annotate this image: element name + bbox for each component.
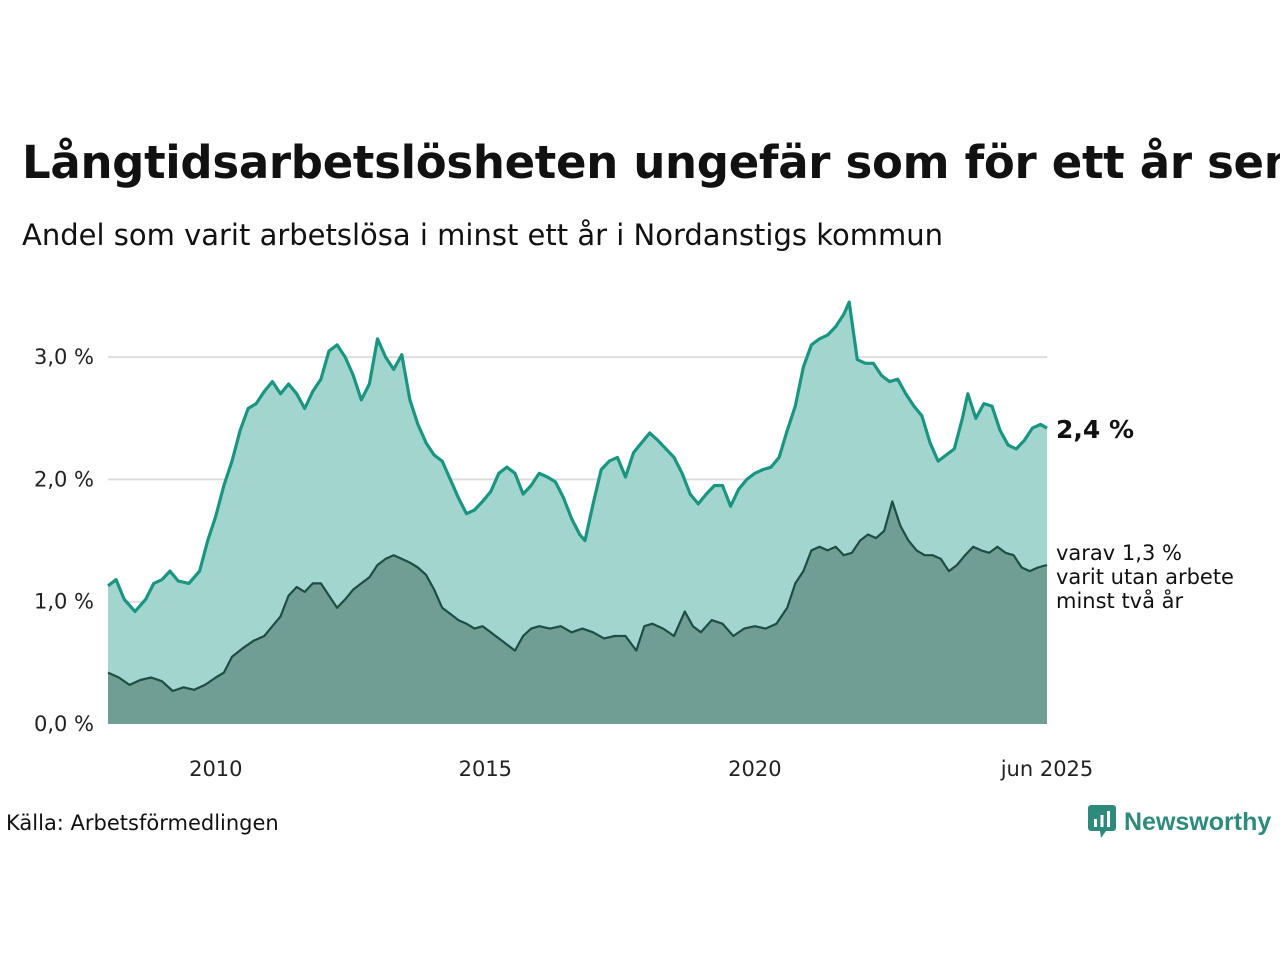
x-tick-label: 2015 <box>459 757 512 781</box>
y-axis-ticks: 0,0 % 1,0 % 2,0 % 3,0 % <box>34 345 94 736</box>
y-tick-label: 3,0 % <box>34 345 94 369</box>
brand-logo[interactable]: Newsworthy <box>1088 805 1271 839</box>
total-end-label: 2,4 % <box>1056 415 1134 444</box>
chart-subtitle: Andel som varit arbetslösa i minst ett å… <box>22 218 943 252</box>
brand-name: Newsworthy <box>1124 807 1272 836</box>
two-year-end-label: minst två år <box>1056 588 1184 613</box>
two_year-area <box>108 501 1047 724</box>
two_year-line <box>107 500 1048 693</box>
source-note: Källa: Arbetsförmedlingen <box>6 811 279 835</box>
two-year-end-label: varit utan arbete <box>1056 565 1234 589</box>
x-tick-label: 2010 <box>189 757 242 781</box>
x-tick-label: 2020 <box>728 757 781 781</box>
x-axis-ticks: 2010 2015 2020 jun 2025 <box>189 757 1093 781</box>
chart-title: Långtidsarbetslösheten ungefär som för e… <box>22 136 1280 189</box>
y-tick-label: 2,0 % <box>34 467 94 491</box>
x-tick-label: jun 2025 <box>1000 757 1094 781</box>
two-year-end-label: varav 1,3 % <box>1056 541 1182 565</box>
newsworthy-logo-icon <box>1088 805 1116 838</box>
y-tick-label: 0,0 % <box>34 712 94 736</box>
total-line <box>107 300 1048 614</box>
chart-areas <box>107 300 1048 724</box>
y-tick-label: 1,0 % <box>34 590 94 614</box>
